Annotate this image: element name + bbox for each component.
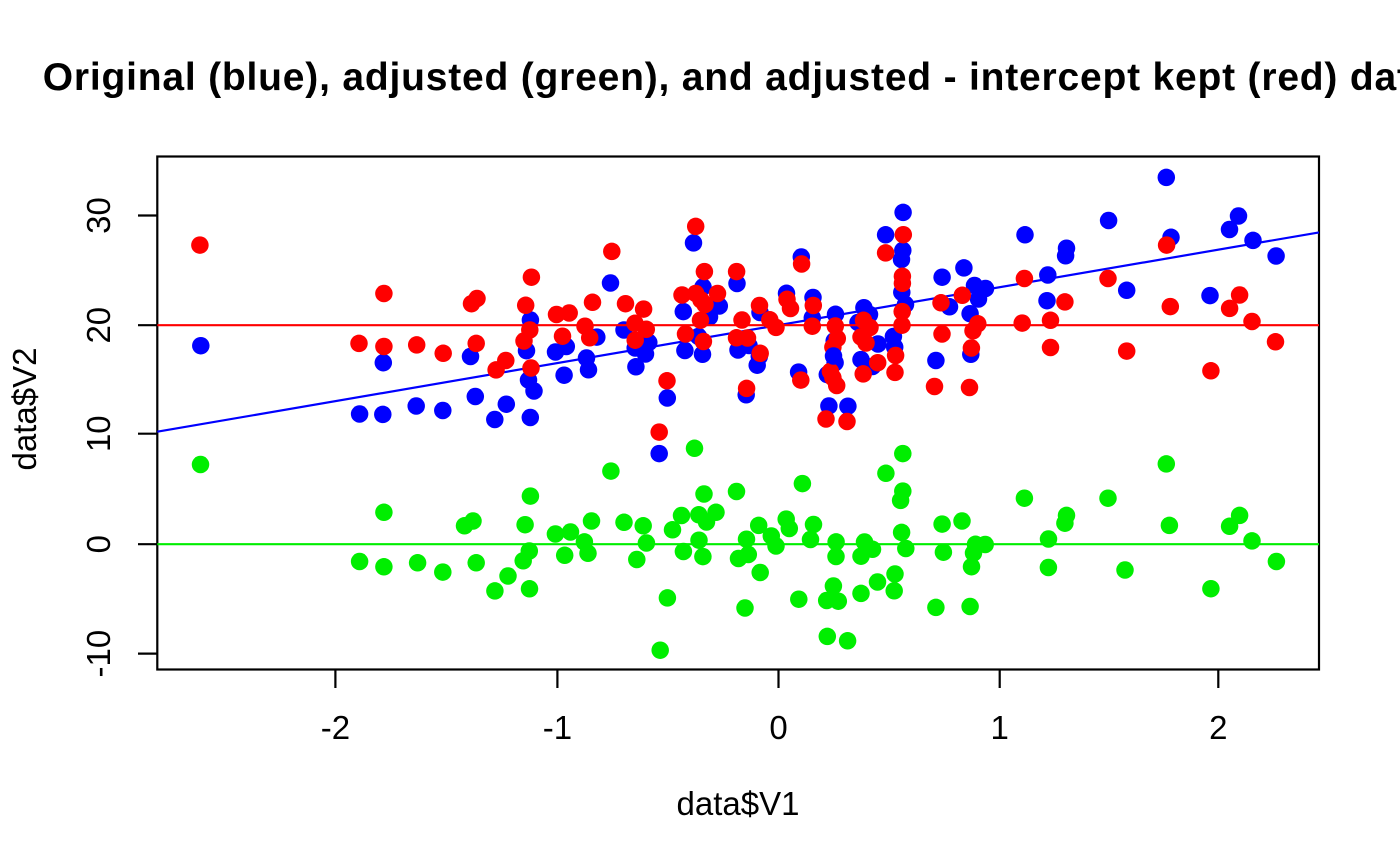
svg-text:30: 30 xyxy=(80,197,117,234)
svg-text:-2: -2 xyxy=(321,709,350,746)
svg-text:-1: -1 xyxy=(543,709,572,746)
svg-text:-10: -10 xyxy=(80,630,117,678)
svg-text:0: 0 xyxy=(80,535,117,553)
svg-text:Original (blue), adjusted (gre: Original (blue), adjusted (green), and a… xyxy=(43,56,1400,99)
svg-text:20: 20 xyxy=(80,307,117,344)
svg-text:data$V2: data$V2 xyxy=(6,348,43,471)
svg-text:0: 0 xyxy=(769,709,787,746)
svg-text:10: 10 xyxy=(80,415,117,452)
svg-text:data$V1: data$V1 xyxy=(677,785,800,822)
svg-text:2: 2 xyxy=(1209,709,1227,746)
svg-text:1: 1 xyxy=(991,709,1009,746)
